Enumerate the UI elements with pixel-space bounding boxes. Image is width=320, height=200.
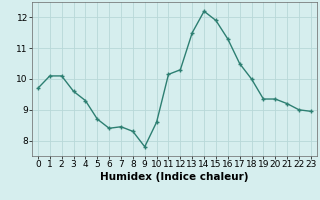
X-axis label: Humidex (Indice chaleur): Humidex (Indice chaleur)	[100, 172, 249, 182]
